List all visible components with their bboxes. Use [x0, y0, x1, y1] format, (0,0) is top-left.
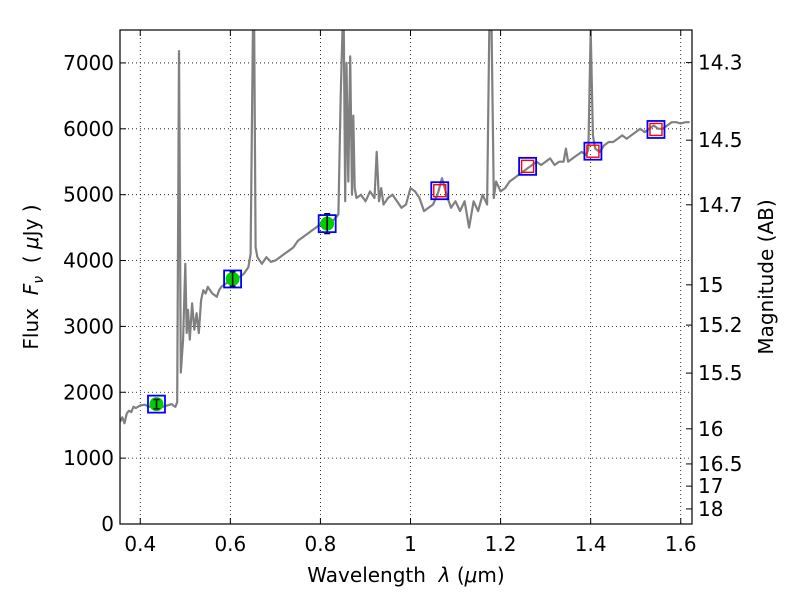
synthetic-square	[520, 159, 535, 174]
grid-lines	[120, 30, 692, 524]
y2-tick-label: 15	[698, 273, 723, 297]
y-tick-label: 5000	[63, 183, 114, 207]
model-square	[317, 214, 337, 234]
model-square	[583, 141, 603, 161]
y-tick-label: 1000	[63, 446, 114, 470]
model-square	[223, 269, 242, 289]
y-tick-label: 4000	[63, 249, 114, 273]
x-tick-label: 1.2	[485, 532, 517, 556]
model-square	[147, 394, 166, 414]
y2-tick-label: 14.5	[698, 128, 743, 152]
x-tick-label: 0.4	[124, 532, 156, 556]
model-square	[430, 181, 450, 201]
plot-frame	[119, 29, 693, 525]
y-tick-label: 2000	[63, 380, 114, 404]
axis-ticks: 0.4 0.6 0.8 1 1.2 1.4 1.6 0 1000 2000 3000 4000 5000…	[63, 30, 743, 556]
y-tick-label: 6000	[63, 117, 114, 141]
y2-tick-label: 16.5	[698, 452, 743, 476]
model-square	[518, 156, 538, 176]
y2-axis-label: Magnitude (AB)	[754, 199, 778, 354]
y-axis-label: Flux Fν ( μJy )	[19, 204, 47, 349]
y-tick-label: 3000	[63, 314, 114, 338]
y2-tick-label: 18	[698, 497, 723, 521]
y-tick-label: 0	[101, 512, 114, 536]
x-tick-label: 1.6	[665, 532, 697, 556]
x-tick-label: 1.4	[575, 532, 607, 556]
plot-area	[120, 30, 690, 425]
y2-tick-label: 17	[698, 474, 723, 498]
synthetic-square	[433, 184, 447, 198]
y2-tick-label: 15.2	[698, 313, 743, 337]
y-tick-label: 7000	[63, 51, 114, 75]
synthetic-square	[586, 144, 600, 158]
y2-tick-label: 15.5	[698, 361, 743, 385]
synthetic-square	[649, 122, 663, 137]
x-axis-label: Wavelength λ (μm)	[307, 563, 504, 587]
y2-tick-label: 16	[698, 417, 723, 441]
y2-tick-label: 14.7	[698, 193, 743, 217]
y2-tick-label: 14.3	[698, 51, 743, 75]
x-tick-label: 0.8	[305, 532, 337, 556]
spectrum-line	[120, 30, 690, 425]
model-square	[646, 120, 666, 139]
x-tick-label: 1	[404, 532, 417, 556]
x-tick-label: 0.6	[214, 532, 246, 556]
